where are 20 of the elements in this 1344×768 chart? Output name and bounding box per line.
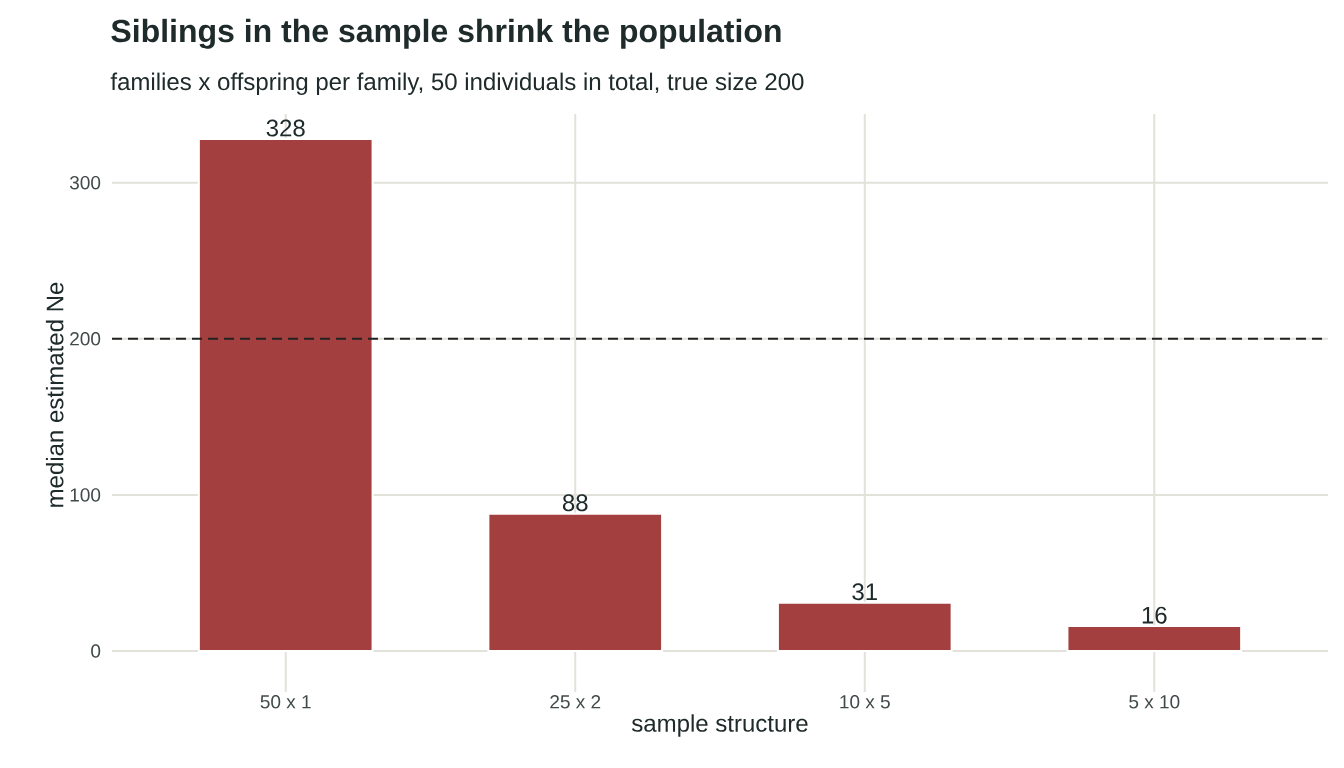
x-tick-label: 25 x 2 [550,695,601,709]
y-tick-label: 100 [70,488,101,502]
bar [776,601,953,653]
bar [487,512,664,653]
data-label: 16 [1142,606,1167,624]
x-axis-title: sample structure [631,714,808,737]
data-label: 31 [852,583,877,601]
y-tick-label: 200 [70,332,101,346]
x-tick-label: 10 x 5 [840,695,890,709]
data-label: 88 [562,494,588,512]
bar [1066,625,1243,653]
chart-title: Siblings in the sample shrink the population [111,18,781,49]
x-tick-label: 5 x 10 [1129,695,1180,709]
x-tick-label: 50 x 1 [260,695,311,709]
chart-subtitle: families x offspring per family, 50 individuals in total, true size 200 [110,72,804,95]
y-tick-label: 0 [91,644,101,658]
y-axis-title: median estimated Ne [45,282,64,507]
y-tick-label: 300 [69,175,101,190]
data-label: 328 [266,119,305,137]
bar [197,137,374,653]
